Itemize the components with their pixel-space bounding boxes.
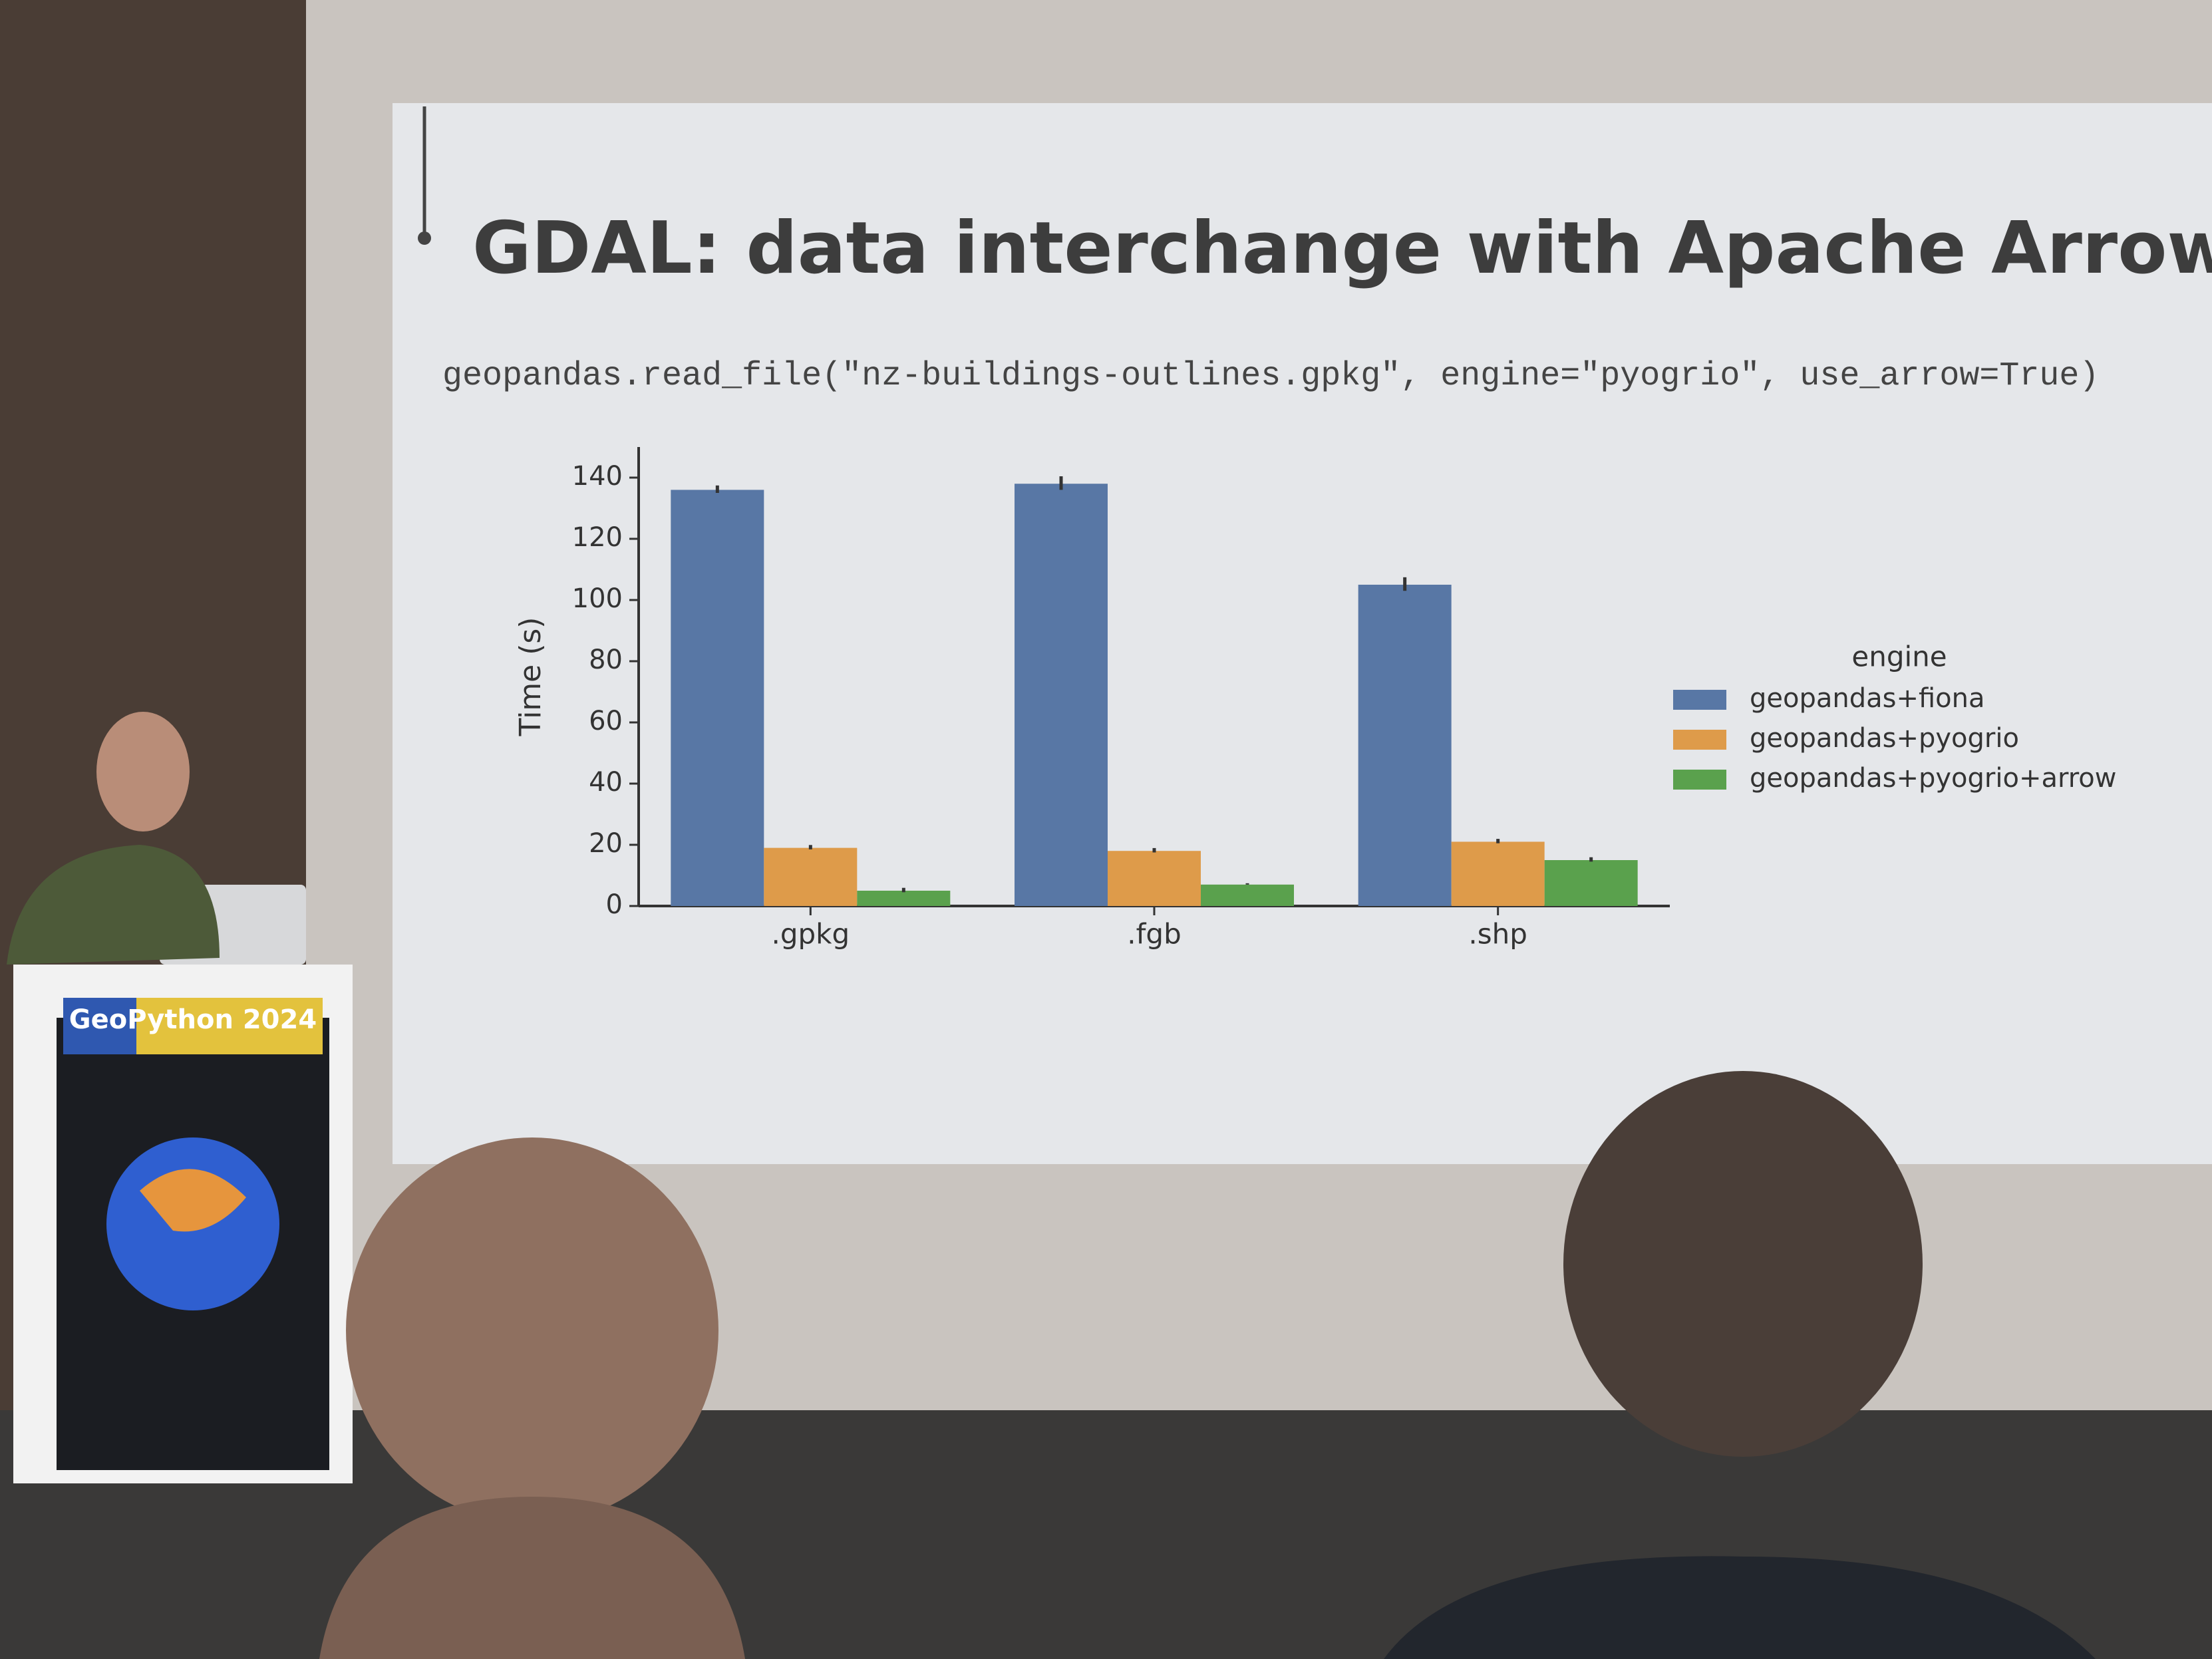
legend-label: geopandas+pyogrio bbox=[1750, 723, 2019, 754]
y-tick-label: 60 bbox=[589, 706, 623, 736]
bar bbox=[764, 847, 858, 906]
audience-head bbox=[1563, 1071, 1923, 1457]
legend-label: geopandas+fiona bbox=[1750, 683, 1985, 714]
y-tick-label: 80 bbox=[589, 645, 623, 675]
banner-left bbox=[63, 998, 136, 1054]
audience-head bbox=[346, 1137, 718, 1523]
bar bbox=[857, 891, 951, 906]
slide-dot bbox=[418, 231, 431, 245]
bar bbox=[1451, 841, 1545, 906]
y-tick-label: 100 bbox=[572, 583, 623, 614]
speaker-body bbox=[7, 845, 220, 965]
bar bbox=[1358, 585, 1452, 906]
code-line: geopandas.read_file("nz-buildings-outlin… bbox=[442, 357, 2099, 395]
y-tick-label: 120 bbox=[572, 522, 623, 553]
legend-swatch bbox=[1673, 770, 1726, 790]
bar bbox=[671, 490, 764, 906]
y-tick-label: 140 bbox=[572, 461, 623, 492]
bar bbox=[1108, 851, 1201, 906]
legend-label: geopandas+pyogrio+arrow bbox=[1750, 763, 2116, 794]
speaker-head bbox=[96, 712, 190, 831]
legend-title: engine bbox=[1851, 641, 1947, 673]
legend-swatch bbox=[1673, 690, 1726, 710]
bar bbox=[1015, 484, 1108, 906]
audience-body bbox=[1384, 1556, 2096, 1659]
audience-body bbox=[319, 1497, 745, 1659]
legend-swatch bbox=[1673, 730, 1726, 750]
y-tick-label: 40 bbox=[589, 767, 623, 798]
y-tick-label: 0 bbox=[606, 889, 623, 920]
bar bbox=[1201, 884, 1294, 906]
chart: 0 20 40 60 80 100 120 140 Time (s) .gpkg .fgb .shp e… bbox=[514, 447, 2116, 951]
logo-land bbox=[140, 1169, 246, 1232]
banner-text: GeoPython 2024 bbox=[69, 1004, 317, 1035]
x-tick-label: .fgb bbox=[1127, 918, 1181, 951]
x-tick-label: .gpkg bbox=[772, 918, 850, 951]
x-tick-label: .shp bbox=[1468, 918, 1527, 951]
y-axis-label: Time (s) bbox=[514, 617, 548, 737]
y-tick-label: 20 bbox=[589, 828, 623, 859]
slide-title: GDAL: data interchange with Apache Arrow bbox=[472, 207, 2212, 290]
bar bbox=[1544, 860, 1638, 906]
